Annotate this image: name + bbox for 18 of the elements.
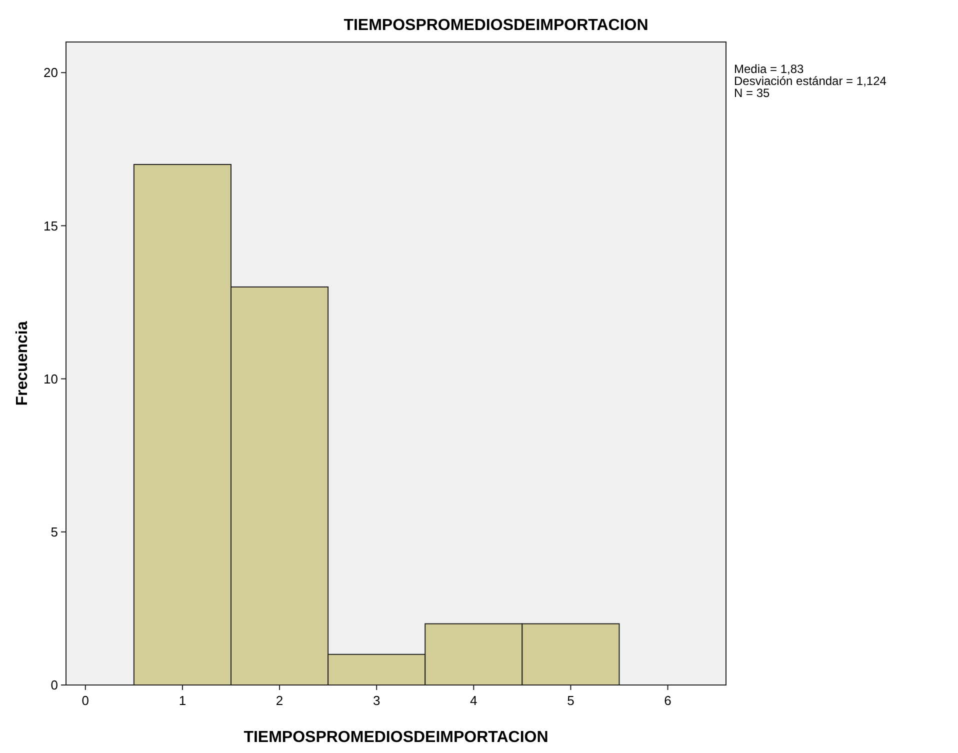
y-tick-label: 15 bbox=[44, 218, 58, 234]
text: Desviación estándar = 1,124 bbox=[734, 74, 887, 88]
x-tick-label: 5 bbox=[567, 693, 574, 708]
y-tick-label: 10 bbox=[44, 371, 58, 386]
x-axis-title: TIEMPOSPROMEDIOSDEIMPORTACION bbox=[244, 729, 548, 746]
x-tick-label: 6 bbox=[664, 693, 672, 708]
chart-title: TIEMPOSPROMEDIOSDEIMPORTACION bbox=[344, 17, 648, 34]
text: N = 35 bbox=[734, 86, 770, 100]
y-tick-label: 5 bbox=[50, 524, 58, 540]
x-tick-label: 2 bbox=[276, 693, 284, 708]
x-tick-label: 1 bbox=[178, 693, 186, 708]
x-tick-label: 4 bbox=[470, 693, 478, 708]
x-tick-label: 3 bbox=[372, 693, 380, 708]
x-tick-label: 0 bbox=[82, 693, 90, 708]
y-tick-label: 0 bbox=[50, 678, 58, 693]
text: Media = 1,83 bbox=[734, 62, 804, 76]
y-tick-label: 20 bbox=[44, 65, 58, 80]
y-axis-title: Frecuencia bbox=[14, 321, 31, 406]
